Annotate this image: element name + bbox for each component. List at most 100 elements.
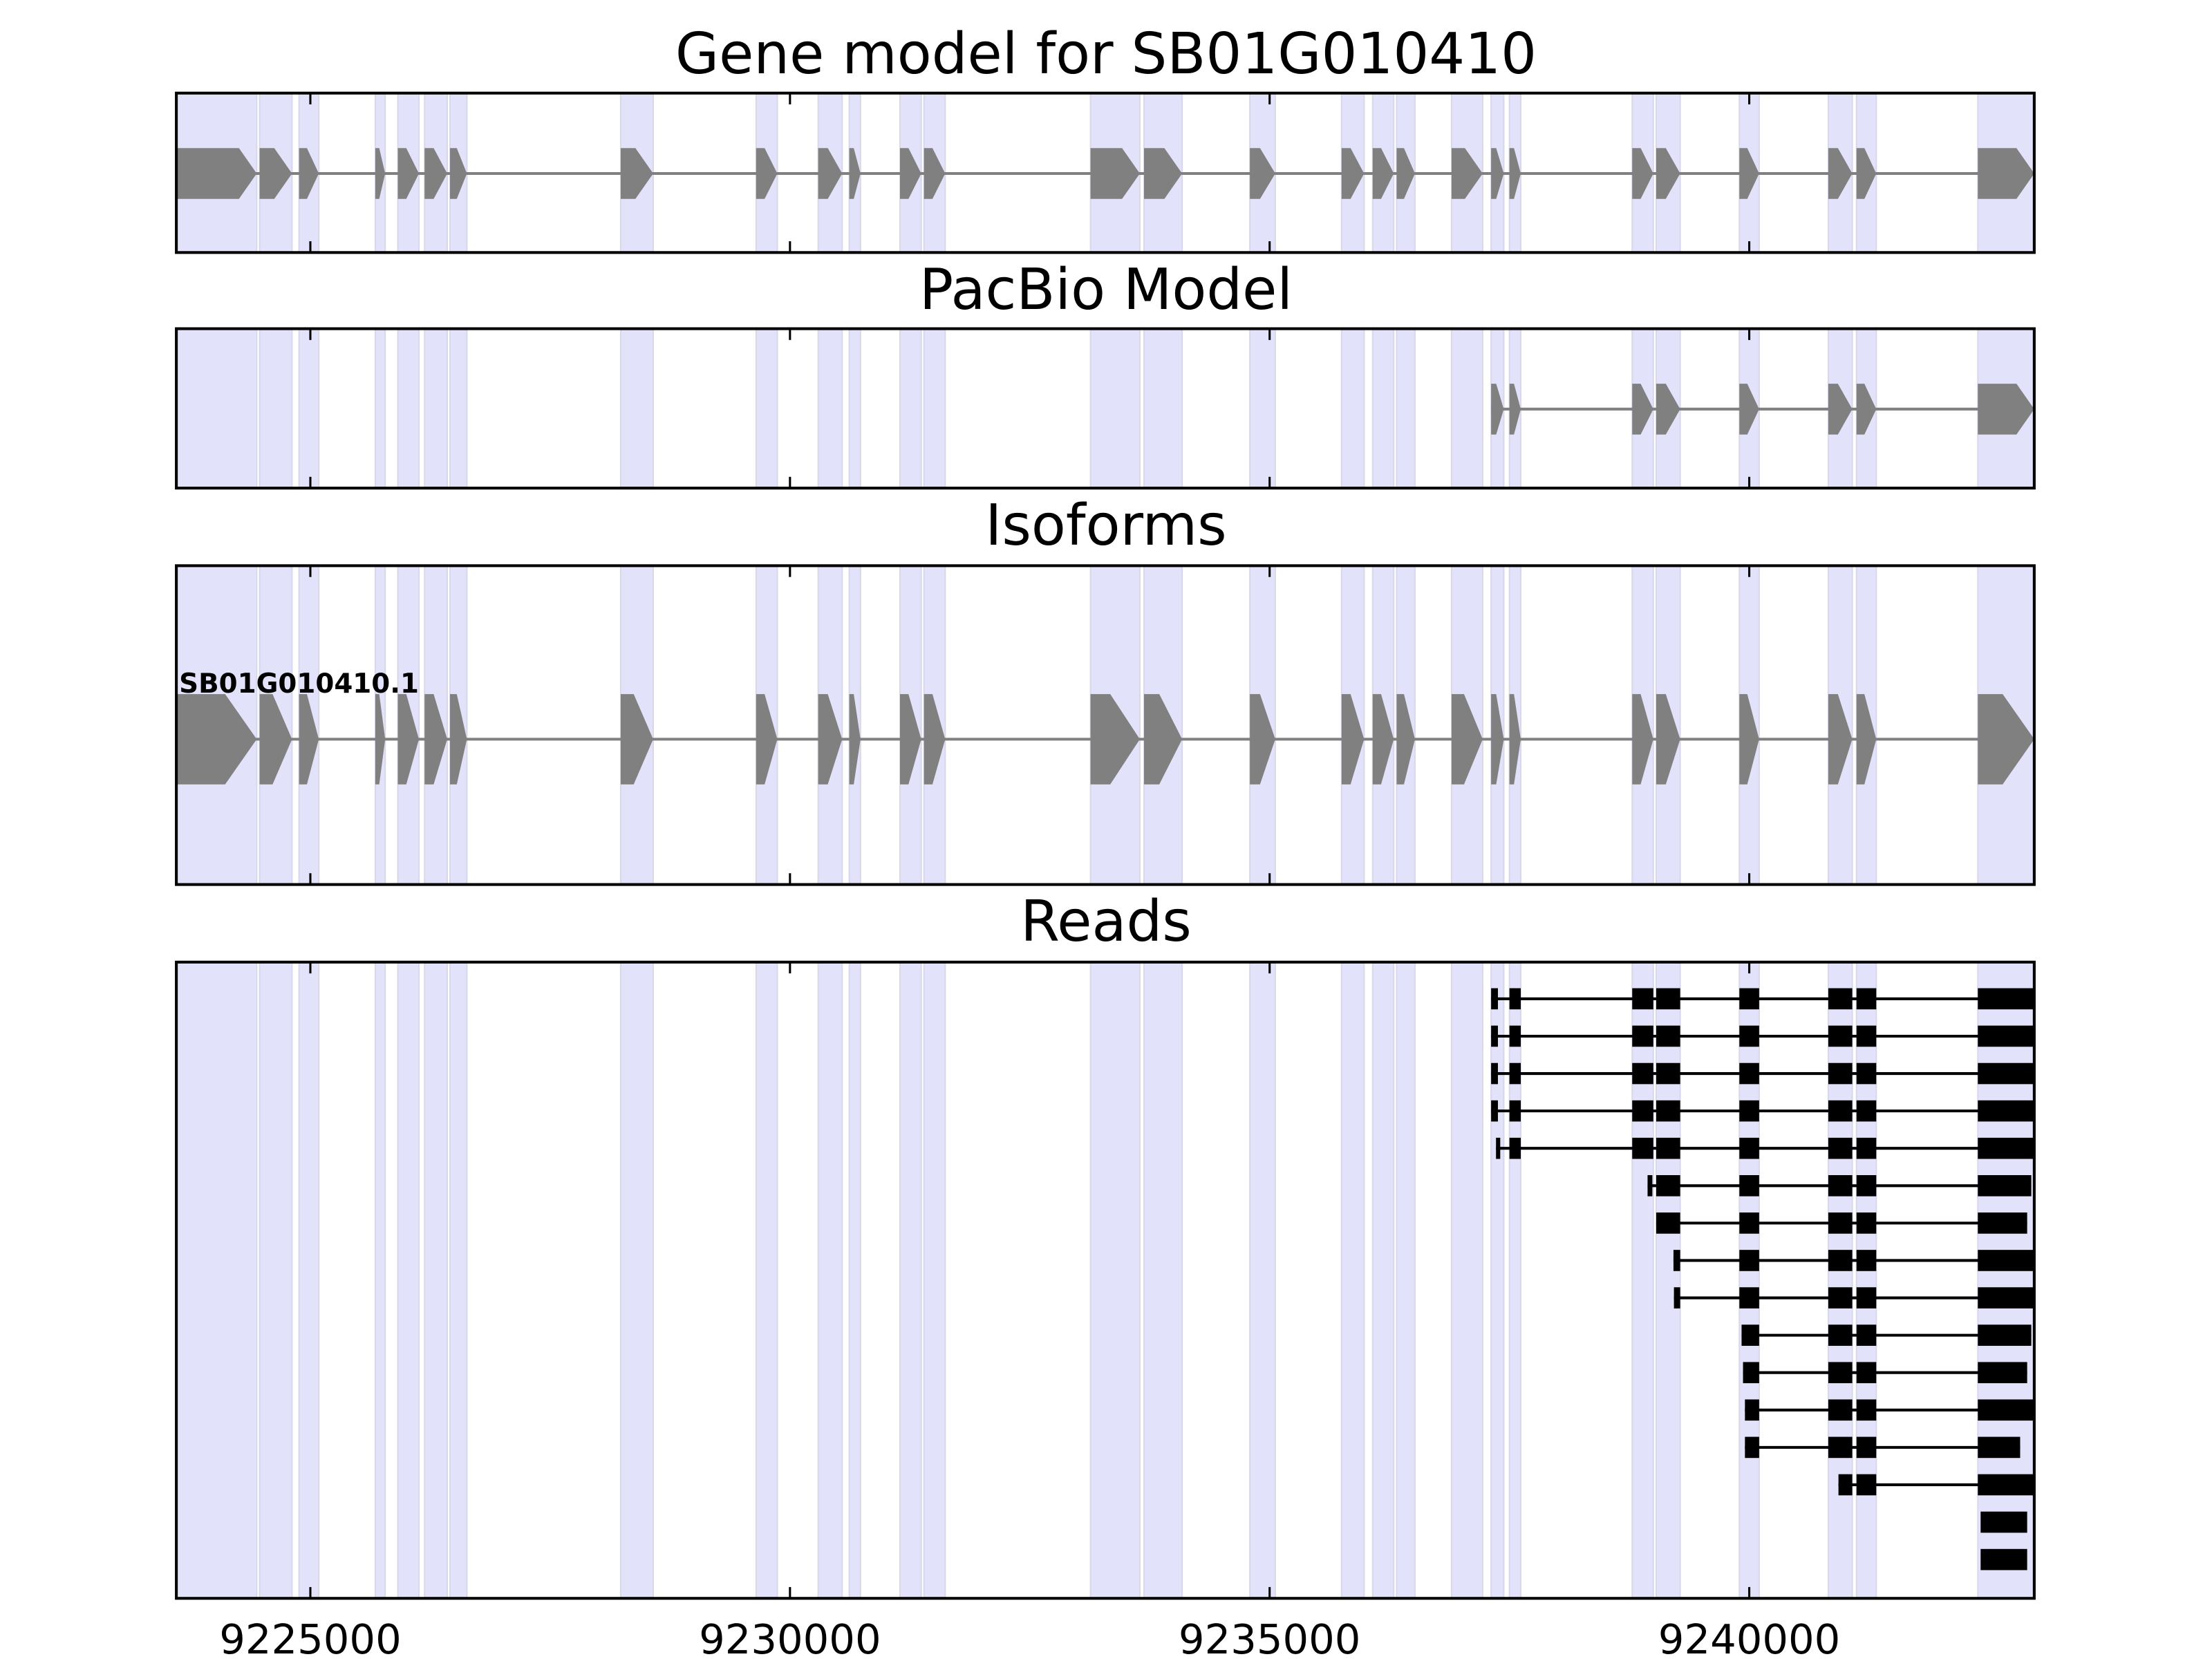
gene-model-exon xyxy=(397,148,420,199)
read-block xyxy=(1509,1137,1521,1159)
pacbio-exon-shade xyxy=(817,328,843,489)
reads-exon-shade xyxy=(1143,961,1183,1600)
isoforms-exon xyxy=(176,694,257,785)
reads-exon-shade xyxy=(1340,961,1365,1600)
read-block xyxy=(1632,1025,1653,1047)
reads-exon-shade xyxy=(1855,961,1877,1600)
isoforms-exon xyxy=(1509,694,1521,785)
read-block xyxy=(1828,1212,1853,1234)
read-block xyxy=(1745,1399,1759,1421)
pacbio-exon-shade xyxy=(374,328,386,489)
pacbio-exon-shade xyxy=(899,328,922,489)
read-block xyxy=(1509,1062,1521,1085)
read-block xyxy=(1828,1175,1853,1197)
isoforms-exon xyxy=(1396,694,1415,785)
reads-exon-shade xyxy=(1249,961,1276,1600)
read-block xyxy=(1978,1062,2034,1085)
gene-model-exon xyxy=(1372,148,1394,199)
read-block xyxy=(1745,1436,1759,1459)
read-block xyxy=(1656,1100,1680,1122)
isoforms-exon xyxy=(1632,694,1653,785)
pacbio-exon-shade xyxy=(1249,328,1276,489)
reads-exon-shade xyxy=(923,961,946,1600)
read-block xyxy=(1647,1175,1653,1197)
title-gene-model: Gene model for SB01G010410 xyxy=(675,21,1537,87)
isoforms-exon xyxy=(1491,694,1504,785)
gene-model-exon xyxy=(299,148,319,199)
read-block xyxy=(1828,1362,1853,1384)
isoforms-exon xyxy=(1978,694,2034,785)
read-block xyxy=(1828,1399,1853,1421)
read-block xyxy=(1509,1100,1521,1122)
pacbio-exon-shade xyxy=(449,328,468,489)
read-block xyxy=(1828,1250,1853,1271)
read-block xyxy=(1739,1250,1759,1271)
reads-exon-shade xyxy=(1450,961,1483,1600)
isoforms-exon xyxy=(756,694,778,785)
read-block xyxy=(1491,1062,1498,1085)
read-block xyxy=(1978,1399,2034,1421)
gene-model-exon xyxy=(924,148,946,199)
read-block xyxy=(1856,1175,1877,1197)
pacbio-exon-shade xyxy=(619,328,654,489)
reads-exon-shade xyxy=(1738,961,1760,1600)
isoforms-exon xyxy=(259,694,292,785)
x-tick-label: 9235000 xyxy=(1179,1615,1361,1659)
gene-model-exon xyxy=(1632,148,1653,199)
reads-exon-shade xyxy=(374,961,386,1600)
read-block xyxy=(1739,1212,1759,1234)
pacbio-exon xyxy=(1632,384,1653,435)
reads-exon-shade xyxy=(1508,961,1522,1600)
isoforms-exon xyxy=(1372,694,1394,785)
isoforms-exon xyxy=(1856,694,1877,785)
reads-exon-shade xyxy=(755,961,778,1600)
gene-model-exon xyxy=(1978,148,2034,199)
isoforms-exon xyxy=(299,694,319,785)
gene-model-exon xyxy=(1509,148,1521,199)
pacbio-exon-shade xyxy=(923,328,946,489)
reads-exon-shade xyxy=(424,961,449,1600)
reads-exon-shade xyxy=(176,961,258,1600)
pacbio-exon xyxy=(1856,384,1877,435)
gene-model-exon xyxy=(259,148,292,199)
read-block xyxy=(1673,1250,1680,1271)
isoforms-exon xyxy=(1250,694,1275,785)
isoforms-exon xyxy=(620,694,653,785)
gene-model-exon xyxy=(450,148,467,199)
read-block xyxy=(1828,1324,1853,1346)
read-block xyxy=(1856,1287,1877,1309)
gene-model-exon xyxy=(1341,148,1365,199)
gene-model-exon xyxy=(1739,148,1759,199)
pacbio-exon-shade xyxy=(1089,328,1141,489)
pacbio-exon-shade xyxy=(848,328,861,489)
reads-exon-shade xyxy=(848,961,861,1600)
read-block xyxy=(1632,988,1653,1010)
x-tick-label: 9240000 xyxy=(1658,1615,1841,1659)
gene-model-exon xyxy=(1396,148,1415,199)
read-block xyxy=(1632,1137,1653,1159)
read-block xyxy=(1632,1062,1653,1085)
pacbio-exon-shade xyxy=(1396,328,1416,489)
read-block xyxy=(1856,1025,1877,1047)
gene-model-exon xyxy=(1491,148,1504,199)
isoforms-exon xyxy=(375,694,386,785)
isoforms-exon xyxy=(1828,694,1853,785)
read-block xyxy=(1856,1362,1877,1384)
reads-panel-frame xyxy=(175,960,2036,1600)
reads-exon-shade xyxy=(298,961,320,1600)
read-block xyxy=(1828,1137,1853,1159)
read-block xyxy=(1828,1025,1853,1047)
x-tick-label: 9225000 xyxy=(219,1615,402,1659)
read-block xyxy=(1978,1436,2021,1459)
read-block xyxy=(1978,1137,2034,1159)
isoforms-exon xyxy=(1341,694,1365,785)
isoforms-panel-frame xyxy=(175,564,2036,886)
read-block xyxy=(1739,1025,1759,1047)
title-reads: Reads xyxy=(1020,889,1192,955)
read-block xyxy=(1496,1137,1501,1159)
isoforms-exon xyxy=(818,694,843,785)
read-block xyxy=(1856,1100,1877,1122)
read-block xyxy=(1978,1474,2034,1496)
read-block xyxy=(1632,1100,1653,1122)
